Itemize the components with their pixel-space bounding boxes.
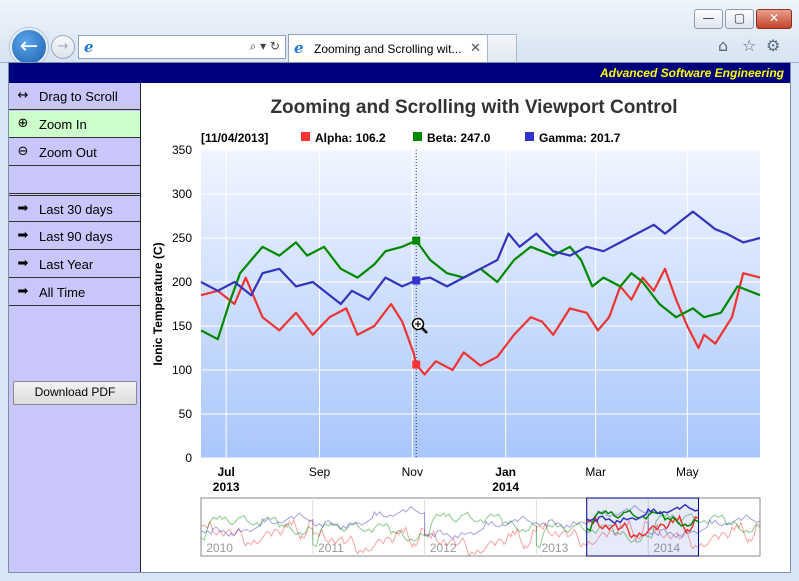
zoom-in-icon: ⊕: [17, 116, 29, 131]
grid-lines: [201, 149, 760, 459]
overview-series-beta: [200, 511, 761, 549]
arrow-right-icon: ➡: [17, 201, 29, 216]
x-tick-label: Jul: [217, 465, 234, 479]
tab-close-button[interactable]: ✕: [470, 40, 481, 55]
track-line: [412, 150, 421, 458]
arrow-right-icon: →: [57, 39, 69, 54]
x-tick-label: Jan: [495, 465, 516, 479]
drag-arrows-icon: ↔: [17, 88, 29, 103]
x-tick-year-label: 2013: [213, 480, 240, 494]
x-tick-label: Sep: [309, 465, 331, 479]
gear-icon[interactable]: ⚙: [766, 36, 781, 55]
series-line-alpha: [200, 267, 761, 376]
overview-year-label: 2012: [430, 541, 457, 555]
overview-year-label: 2011: [318, 541, 344, 555]
download-pdf-button[interactable]: Download PDF: [13, 381, 137, 405]
all-time-button[interactable]: ➡ All Time: [9, 279, 140, 306]
last-year-button[interactable]: ➡ Last Year: [9, 251, 140, 278]
new-tab-button[interactable]: [487, 34, 517, 62]
last-30-days-button[interactable]: ➡ Last 30 days: [9, 195, 140, 222]
sidebar-item-label: Last 30 days: [39, 202, 113, 217]
zoom-out-icon: ⊖: [17, 144, 29, 159]
y-tick-label: 300: [172, 187, 192, 201]
chart-title: Zooming and Scrolling with Viewport Cont…: [270, 97, 677, 118]
sidebar: ↔ Drag to Scroll ⊕ Zoom In ⊖ Zoom Out ➡ …: [9, 83, 141, 572]
sidebar-item-label: Drag to Scroll: [39, 89, 118, 104]
sidebar-item-label: Last Year: [39, 257, 94, 272]
arrow-right-icon: ➡: [17, 228, 29, 243]
banner-text: Advanced Software Engineering: [599, 66, 784, 80]
legend-swatch: [301, 132, 310, 141]
legend-date: [11/04/2013]: [201, 131, 268, 145]
overview-year-label: 2010: [206, 541, 233, 555]
sidebar-item-label: Zoom Out: [39, 145, 97, 160]
x-tick-label: May: [676, 465, 699, 479]
legend-entry: Beta: 247.0: [427, 131, 491, 145]
y-tick-label: 150: [172, 319, 192, 333]
chart-legend: [11/04/2013] Alpha: 106.2 Beta: 247.0 Gamma…: [201, 131, 621, 145]
y-tick-label: 250: [172, 231, 192, 245]
plot-area[interactable]: [201, 150, 760, 458]
overview-series-gamma: [200, 504, 761, 540]
close-window-button[interactable]: ✕: [756, 9, 792, 29]
forward-button[interactable]: →: [51, 35, 75, 59]
arrow-right-icon: ➡: [17, 284, 29, 299]
overview-window-series-alpha: [586, 514, 699, 539]
overview-navigator[interactable]: 2010 2011 2012 2013 2014: [200, 497, 761, 557]
ie-logo-icon: e: [294, 39, 304, 57]
arrow-left-icon: ←: [19, 34, 39, 59]
y-axis-label: Ionic Temperature (C): [151, 242, 165, 365]
maximize-button[interactable]: ▢: [725, 9, 754, 29]
y-axis: 0 50 100 150 200 250 300 350: [172, 143, 192, 465]
overview-year-label: 2013: [542, 541, 569, 555]
legend-swatch: [413, 132, 422, 141]
sidebar-spacer: [9, 167, 140, 194]
viewport-chart[interactable]: Zooming and Scrolling with Viewport Cont…: [140, 82, 790, 572]
y-tick-label: 200: [172, 275, 192, 289]
zoom-out-button[interactable]: ⊖ Zoom Out: [9, 139, 140, 166]
home-icon[interactable]: ⌂: [718, 36, 729, 55]
chart-series: [200, 210, 761, 376]
address-bar[interactable]: e ⌕ ▾ ↻: [78, 35, 286, 59]
zoom-cursor-icon: [411, 317, 428, 334]
browser-chrome: — ▢ ✕ ← → e ⌕ ▾ ↻ e Zooming and Scrollin…: [0, 0, 799, 66]
overview-year-label: 2014: [653, 541, 680, 555]
back-button[interactable]: ←: [10, 28, 48, 66]
track-marker: [412, 276, 421, 285]
legend-entry: Gamma: 201.7: [539, 131, 621, 145]
y-tick-label: 350: [172, 143, 192, 157]
y-tick-label: 50: [179, 407, 193, 421]
tab-title: Zooming and Scrolling wit...: [314, 42, 462, 56]
legend-entry: Alpha: 106.2: [315, 131, 386, 145]
legend-swatch: [525, 132, 534, 141]
star-icon[interactable]: ☆: [742, 36, 757, 55]
overview-series-alpha: [200, 518, 761, 557]
ie-logo-icon: e: [84, 38, 94, 56]
overview-window-series-gamma: [586, 503, 699, 525]
x-tick-label: Mar: [585, 465, 606, 479]
overview-viewport-window[interactable]: [586, 497, 700, 557]
series-line-gamma: [200, 210, 761, 306]
last-90-days-button[interactable]: ➡ Last 90 days: [9, 223, 140, 250]
track-marker: [412, 236, 421, 245]
drag-to-scroll-button[interactable]: ↔ Drag to Scroll: [9, 83, 140, 110]
banner: Advanced Software Engineering: [9, 63, 790, 83]
address-tools-icon[interactable]: ⌕ ▾ ↻: [249, 39, 280, 53]
sidebar-item-label: Zoom In: [39, 117, 87, 132]
y-tick-label: 0: [185, 451, 192, 465]
sidebar-item-label: All Time: [39, 285, 86, 300]
x-tick-year-label: 2014: [492, 480, 519, 494]
browser-tab[interactable]: e Zooming and Scrolling wit... ✕: [288, 34, 488, 62]
sidebar-item-label: Last 90 days: [39, 229, 113, 244]
x-tick-label: Nov: [402, 465, 423, 479]
minimize-button[interactable]: —: [694, 9, 723, 29]
track-marker: [412, 360, 421, 369]
y-tick-label: 100: [172, 363, 192, 377]
arrow-right-icon: ➡: [17, 256, 29, 271]
zoom-in-button[interactable]: ⊕ Zoom In: [9, 111, 140, 138]
